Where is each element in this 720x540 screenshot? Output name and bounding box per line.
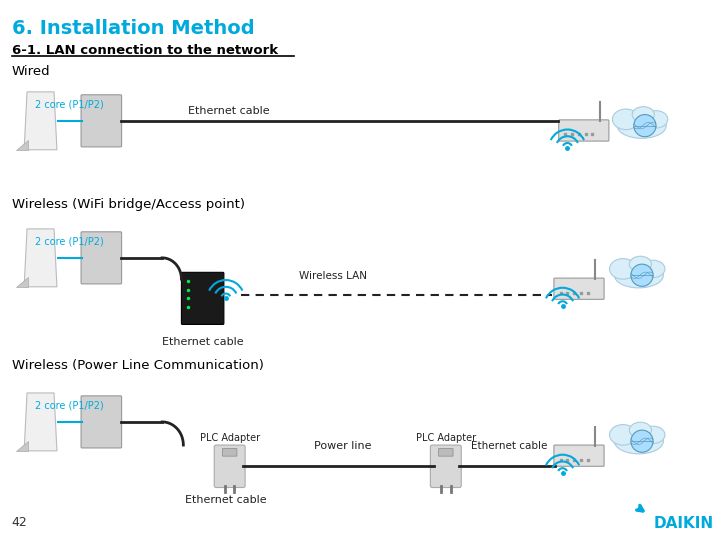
Ellipse shape bbox=[629, 256, 652, 272]
Polygon shape bbox=[24, 229, 57, 287]
Text: DAIKIN: DAIKIN bbox=[653, 516, 714, 530]
Text: Ethernet cable: Ethernet cable bbox=[185, 495, 266, 505]
FancyBboxPatch shape bbox=[431, 445, 462, 488]
Text: 6-1. LAN connection to the network: 6-1. LAN connection to the network bbox=[12, 44, 278, 57]
Polygon shape bbox=[17, 277, 28, 287]
FancyBboxPatch shape bbox=[438, 448, 453, 456]
Ellipse shape bbox=[613, 109, 639, 130]
Text: Ethernet cable: Ethernet cable bbox=[162, 337, 243, 347]
Ellipse shape bbox=[642, 426, 665, 443]
Ellipse shape bbox=[642, 260, 665, 278]
Text: 2 core (P1/P2): 2 core (P1/P2) bbox=[35, 99, 104, 110]
Text: Power line: Power line bbox=[314, 441, 372, 451]
Text: Wireless LAN: Wireless LAN bbox=[299, 271, 367, 281]
Ellipse shape bbox=[610, 424, 636, 445]
Text: PLC Adapter: PLC Adapter bbox=[199, 433, 260, 443]
Ellipse shape bbox=[610, 259, 636, 279]
Polygon shape bbox=[17, 140, 28, 150]
FancyBboxPatch shape bbox=[81, 95, 122, 147]
Text: Wired: Wired bbox=[12, 65, 50, 78]
Ellipse shape bbox=[631, 430, 653, 453]
Text: Wireless (Power Line Communication): Wireless (Power Line Communication) bbox=[12, 359, 264, 372]
Ellipse shape bbox=[629, 422, 652, 438]
Ellipse shape bbox=[644, 111, 668, 128]
Text: 42: 42 bbox=[12, 516, 27, 529]
FancyBboxPatch shape bbox=[554, 278, 604, 299]
Polygon shape bbox=[24, 92, 57, 150]
Text: 2 core (P1/P2): 2 core (P1/P2) bbox=[35, 401, 104, 411]
FancyBboxPatch shape bbox=[215, 445, 245, 488]
Polygon shape bbox=[24, 393, 57, 451]
Ellipse shape bbox=[614, 429, 663, 454]
Text: Ethernet cable: Ethernet cable bbox=[472, 441, 548, 451]
Ellipse shape bbox=[634, 114, 656, 137]
Ellipse shape bbox=[632, 107, 654, 123]
Text: PLC Adapter: PLC Adapter bbox=[415, 433, 476, 443]
Ellipse shape bbox=[631, 264, 653, 286]
Polygon shape bbox=[17, 441, 28, 451]
Text: 2 core (P1/P2): 2 core (P1/P2) bbox=[35, 237, 104, 247]
FancyBboxPatch shape bbox=[81, 232, 122, 284]
FancyBboxPatch shape bbox=[554, 445, 604, 467]
FancyBboxPatch shape bbox=[559, 120, 609, 141]
Text: Wireless (WiFi bridge/Access point): Wireless (WiFi bridge/Access point) bbox=[12, 198, 245, 211]
Text: 6. Installation Method: 6. Installation Method bbox=[12, 18, 254, 38]
Ellipse shape bbox=[614, 262, 663, 288]
Text: Ethernet cable: Ethernet cable bbox=[188, 106, 270, 116]
FancyBboxPatch shape bbox=[181, 272, 224, 325]
Ellipse shape bbox=[617, 113, 666, 138]
FancyBboxPatch shape bbox=[222, 448, 237, 456]
FancyBboxPatch shape bbox=[81, 396, 122, 448]
